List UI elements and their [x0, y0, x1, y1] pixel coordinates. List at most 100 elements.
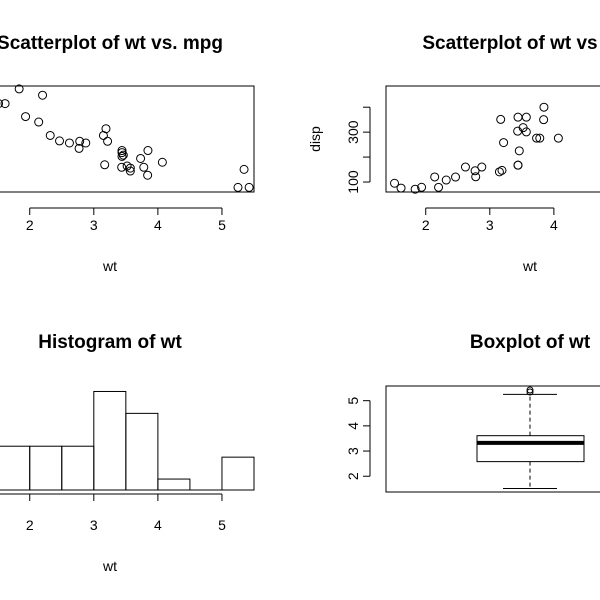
data-point: [14, 84, 24, 94]
data-point: [417, 182, 427, 192]
y-tick-label: 5: [345, 397, 361, 405]
y-tick-label: 2: [345, 472, 361, 480]
data-point: [499, 138, 509, 148]
data-point: [390, 178, 400, 188]
panel-wt-vs-mpg: Scatterplot of wt vs. mpg 2 3 4 5 wt: [0, 33, 255, 274]
data-point: [136, 153, 146, 163]
x-tick-label: 4: [154, 217, 162, 233]
data-point: [539, 102, 549, 112]
data-point: [513, 160, 523, 170]
data-point: [117, 146, 127, 156]
data-point: [74, 143, 84, 153]
panel-boxplot-wt: Boxplot of wt 2 3 4 5: [345, 332, 600, 493]
y-tick-label: 300: [345, 120, 361, 144]
outlier-point: [526, 386, 534, 394]
data-point: [125, 166, 135, 176]
data-point: [430, 172, 440, 182]
data-point: [55, 136, 65, 146]
x-tick-label: 5: [218, 217, 226, 233]
data-point: [118, 150, 128, 160]
data-point: [410, 184, 420, 194]
plot-frame: [385, 85, 600, 193]
y-tick-label: 4: [345, 422, 361, 430]
data-point: [0, 99, 4, 108]
data-point: [521, 112, 531, 122]
data-point: [34, 117, 44, 127]
plot-frame: [385, 385, 600, 493]
data-point: [470, 166, 480, 176]
histogram-bar: [29, 445, 63, 491]
x-axis-label: wt: [102, 258, 117, 274]
data-point: [535, 133, 545, 143]
chart-title: Boxplot of wt: [470, 332, 591, 353]
data-point: [239, 164, 249, 174]
data-point: [100, 160, 110, 170]
x-tick-label: 4: [154, 517, 162, 533]
data-point: [471, 172, 481, 182]
x-tick-label: 3: [90, 217, 98, 233]
x-tick-label: 3: [486, 217, 494, 233]
outlier-point: [526, 388, 534, 396]
data-point: [157, 157, 167, 167]
interquartile-box: [476, 435, 585, 463]
data-point: [460, 162, 470, 172]
panel-wt-vs-disp: Scatterplot of wt vs 2 3 4 100 300 wt disp: [307, 33, 600, 274]
data-point: [496, 114, 506, 124]
histogram-bar: [221, 456, 255, 491]
data-point: [497, 165, 507, 175]
x-tick-label: 3: [90, 517, 98, 533]
data-point: [0, 99, 10, 109]
x-tick-label: 2: [26, 517, 34, 533]
x-axis-label: wt: [522, 258, 537, 274]
data-point: [117, 148, 127, 158]
histogram-bar: [157, 478, 191, 491]
data-point: [143, 170, 153, 180]
data-point: [81, 138, 91, 148]
data-point: [441, 175, 451, 185]
histogram-bar: [125, 412, 159, 491]
data-point: [477, 162, 487, 172]
data-point: [532, 133, 542, 143]
chart-title: Histogram of wt: [38, 332, 182, 353]
data-point: [117, 151, 127, 161]
y-axis-label: disp: [307, 126, 323, 152]
x-tick-label: 2: [422, 217, 430, 233]
x-axis-label: wt: [102, 558, 117, 574]
data-point: [521, 127, 531, 137]
data-point: [513, 126, 523, 136]
data-point: [45, 130, 55, 140]
data-point: [244, 182, 254, 192]
plot-frame: [0, 85, 255, 193]
data-point: [117, 162, 127, 172]
data-point: [38, 90, 48, 100]
histogram-bar: [61, 445, 95, 491]
data-point: [233, 182, 243, 192]
chart-title: Scatterplot of wt vs. mpg: [0, 33, 223, 54]
histogram-bar: [93, 390, 127, 491]
data-point: [494, 167, 504, 177]
data-point: [553, 133, 563, 143]
data-point: [539, 115, 549, 125]
data-point: [434, 182, 444, 192]
data-point: [139, 162, 149, 172]
chart-title: Scatterplot of wt vs: [422, 33, 597, 54]
panel-histogram-wt: Histogram of wt 2 3 4 5 wt: [0, 332, 255, 574]
data-point: [21, 112, 31, 122]
data-point: [396, 183, 406, 193]
data-point: [64, 138, 74, 148]
histogram-bar: [0, 445, 31, 491]
data-point: [143, 146, 153, 156]
data-point: [514, 146, 524, 156]
data-point: [451, 172, 461, 182]
x-tick-label: 4: [550, 217, 558, 233]
data-point: [125, 163, 135, 173]
x-tick-label: 2: [26, 217, 34, 233]
data-point: [75, 136, 85, 146]
data-point: [103, 136, 113, 146]
y-tick-label: 100: [345, 170, 361, 194]
x-tick-label: 5: [218, 517, 226, 533]
data-point: [513, 112, 523, 122]
y-tick-label: 3: [345, 447, 361, 455]
data-point: [98, 130, 108, 140]
